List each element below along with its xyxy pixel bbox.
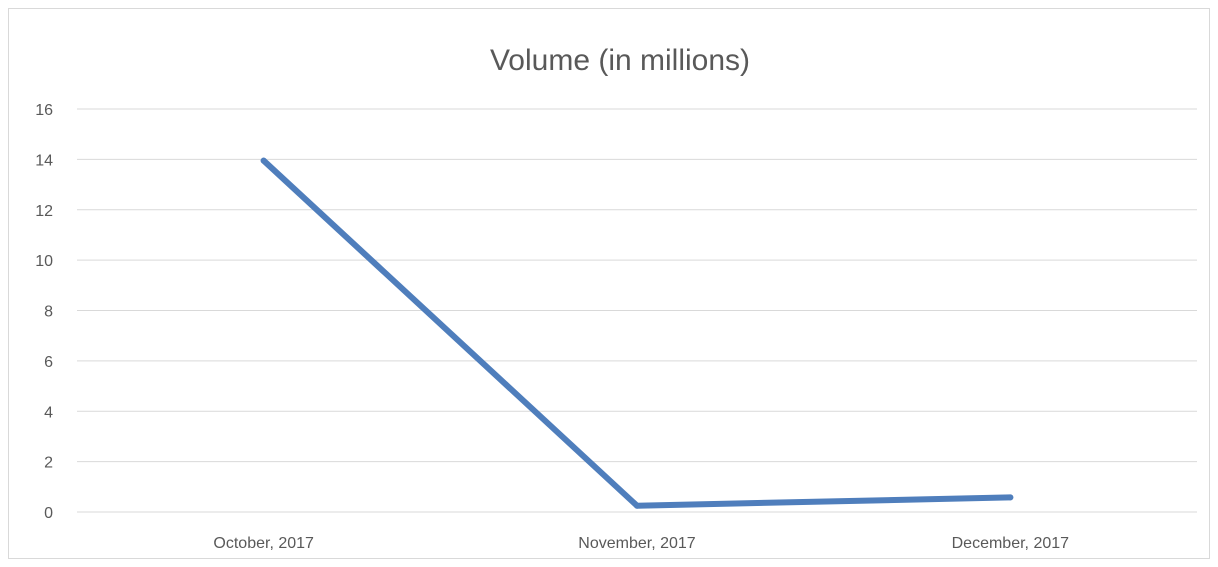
y-tick-label: 2	[44, 455, 53, 472]
chart-title: Volume (in millions)	[490, 44, 750, 77]
data-point	[634, 502, 640, 509]
y-tick-label: 6	[44, 354, 53, 371]
y-tick-label: 10	[35, 253, 53, 270]
x-tick-label: December, 2017	[952, 535, 1070, 552]
line-chart: Volume (in millions) 0 2 4 6 8 10 12 14 16 Octob…	[35, 44, 1197, 552]
y-tick-label: 12	[35, 203, 53, 220]
x-tick-label: October, 2017	[213, 535, 314, 552]
x-axis-ticks: October, 2017 November, 2017 December, 201…	[213, 535, 1069, 552]
x-tick-label: November, 2017	[578, 535, 696, 552]
y-tick-label: 8	[44, 304, 53, 321]
y-tick-label: 14	[35, 152, 53, 169]
y-tick-label: 0	[44, 505, 53, 522]
series-line-0	[260, 157, 1014, 509]
y-tick-label: 16	[35, 102, 53, 119]
gridlines	[77, 108, 1197, 513]
y-tick-label: 4	[44, 404, 53, 421]
data-point	[260, 157, 267, 164]
chart-frame: Volume (in millions) 0 2 4 6 8 10 12 14 16 Octob…	[8, 8, 1210, 559]
series-layer	[260, 157, 1014, 509]
y-axis-ticks: 0 2 4 6 8 10 12 14 16	[35, 102, 53, 522]
data-point	[1007, 494, 1014, 501]
